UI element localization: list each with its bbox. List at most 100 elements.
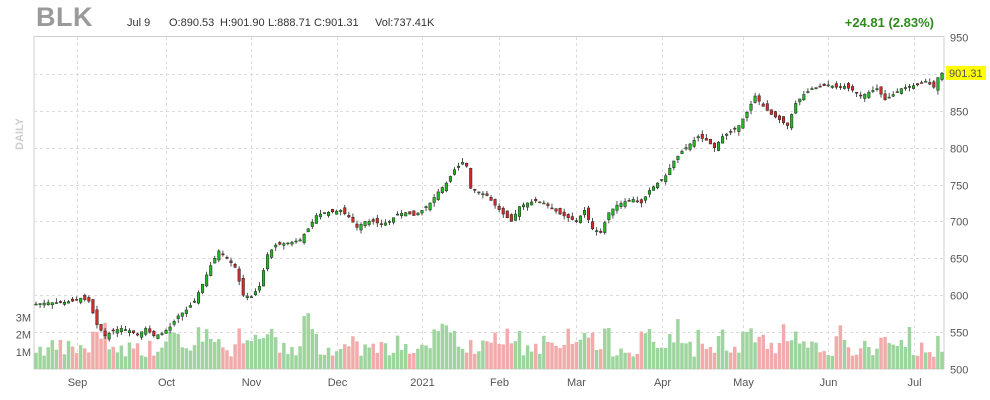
volume-bar bbox=[659, 347, 664, 369]
volume-bar bbox=[737, 352, 741, 369]
volume-bar bbox=[915, 355, 920, 369]
candle-body bbox=[899, 88, 903, 94]
volume-bar bbox=[769, 342, 774, 369]
candle-body bbox=[58, 301, 62, 303]
axes: 500550600650700750800850900950SepOctNovD… bbox=[16, 33, 986, 389]
candle-body bbox=[883, 93, 887, 100]
candle-body bbox=[627, 200, 631, 202]
candle-body bbox=[509, 214, 513, 222]
volume-bar bbox=[745, 331, 749, 369]
candle-body bbox=[217, 250, 221, 261]
candle-body bbox=[550, 207, 554, 210]
candle-body bbox=[274, 244, 278, 248]
volume-bar bbox=[497, 343, 501, 369]
volume-bar bbox=[395, 335, 400, 369]
candle-body bbox=[542, 202, 546, 205]
candle-body bbox=[249, 296, 253, 298]
candle-body bbox=[436, 191, 440, 200]
candle-body bbox=[534, 198, 538, 202]
volume-bar bbox=[468, 340, 473, 369]
candle-body bbox=[607, 212, 611, 220]
candle-body bbox=[144, 328, 148, 335]
volume-bar bbox=[143, 356, 148, 369]
candle-body bbox=[851, 86, 855, 91]
candle-body bbox=[286, 242, 290, 245]
volume-bar bbox=[351, 336, 355, 369]
volume-bar bbox=[440, 323, 445, 369]
volume-bar bbox=[505, 328, 510, 369]
candle-body bbox=[822, 83, 826, 86]
date-readout: Jul 9 bbox=[127, 17, 151, 29]
volume-bar bbox=[822, 351, 826, 369]
x-tick-label: 2021 bbox=[410, 377, 434, 389]
volume-bar bbox=[513, 341, 518, 369]
candle-body bbox=[278, 242, 282, 245]
volume-bar bbox=[318, 354, 323, 369]
candle-body bbox=[639, 199, 643, 204]
volume-bar bbox=[806, 347, 810, 369]
volume-bar bbox=[298, 346, 302, 369]
volume-bar bbox=[412, 353, 416, 369]
volume-bar bbox=[477, 351, 481, 369]
volume-bar bbox=[83, 348, 87, 369]
volume-bar bbox=[241, 343, 245, 369]
volume-bar bbox=[278, 352, 282, 369]
volume-bar bbox=[850, 355, 855, 369]
volume-bar bbox=[509, 343, 514, 369]
y-tick-label: 950 bbox=[950, 33, 968, 45]
volume-bar bbox=[887, 343, 891, 369]
volume-bar bbox=[127, 342, 132, 369]
volume-bar bbox=[858, 348, 863, 369]
candle-body bbox=[903, 87, 907, 89]
volume-bar bbox=[391, 352, 396, 369]
candle-body bbox=[737, 125, 741, 132]
volume-bars bbox=[34, 313, 944, 369]
volume-bar bbox=[724, 350, 729, 369]
volume-bar bbox=[899, 339, 904, 369]
candle-body bbox=[790, 114, 794, 129]
volume-bar bbox=[481, 340, 485, 369]
volume-bar bbox=[103, 323, 107, 369]
candle-body bbox=[757, 95, 761, 102]
volume-bar bbox=[160, 347, 164, 369]
candle-body bbox=[327, 211, 331, 216]
volume-bar bbox=[70, 346, 75, 369]
volume-bar bbox=[119, 345, 124, 369]
volume-bar bbox=[473, 353, 477, 369]
volume-bar bbox=[854, 354, 859, 369]
volume-bar bbox=[74, 353, 79, 369]
volume-bar bbox=[164, 341, 168, 369]
candle-body bbox=[798, 98, 802, 103]
volume-tick-label: 3M bbox=[16, 312, 31, 324]
candle-body bbox=[513, 213, 517, 221]
volume-bar bbox=[542, 335, 546, 369]
volume-bar bbox=[135, 343, 140, 369]
volume-bar bbox=[818, 352, 822, 369]
volume-bar bbox=[814, 342, 818, 369]
volume-bar bbox=[375, 352, 380, 369]
candle-body bbox=[339, 210, 343, 212]
volume-bar bbox=[448, 332, 453, 369]
candle-body bbox=[160, 333, 164, 335]
candle-body bbox=[806, 91, 810, 93]
volume-bar bbox=[245, 340, 250, 369]
candle-body bbox=[432, 197, 436, 203]
volume-bar bbox=[54, 349, 59, 369]
candle-body bbox=[347, 215, 351, 218]
candle-body bbox=[298, 239, 302, 242]
volume-bar bbox=[867, 346, 871, 369]
volume-bar bbox=[554, 345, 558, 369]
candle-body bbox=[416, 212, 420, 216]
x-tick-label: Feb bbox=[490, 377, 509, 389]
candle-body bbox=[367, 221, 371, 225]
volume-bar bbox=[781, 324, 786, 369]
volume-bar bbox=[148, 340, 152, 369]
volume-bar bbox=[196, 327, 201, 369]
volume-bar bbox=[863, 340, 867, 369]
candle-body bbox=[530, 201, 534, 206]
candle-body bbox=[643, 196, 647, 201]
volume-bar bbox=[355, 341, 359, 369]
candle-body bbox=[696, 136, 700, 139]
candle-body bbox=[721, 136, 725, 144]
